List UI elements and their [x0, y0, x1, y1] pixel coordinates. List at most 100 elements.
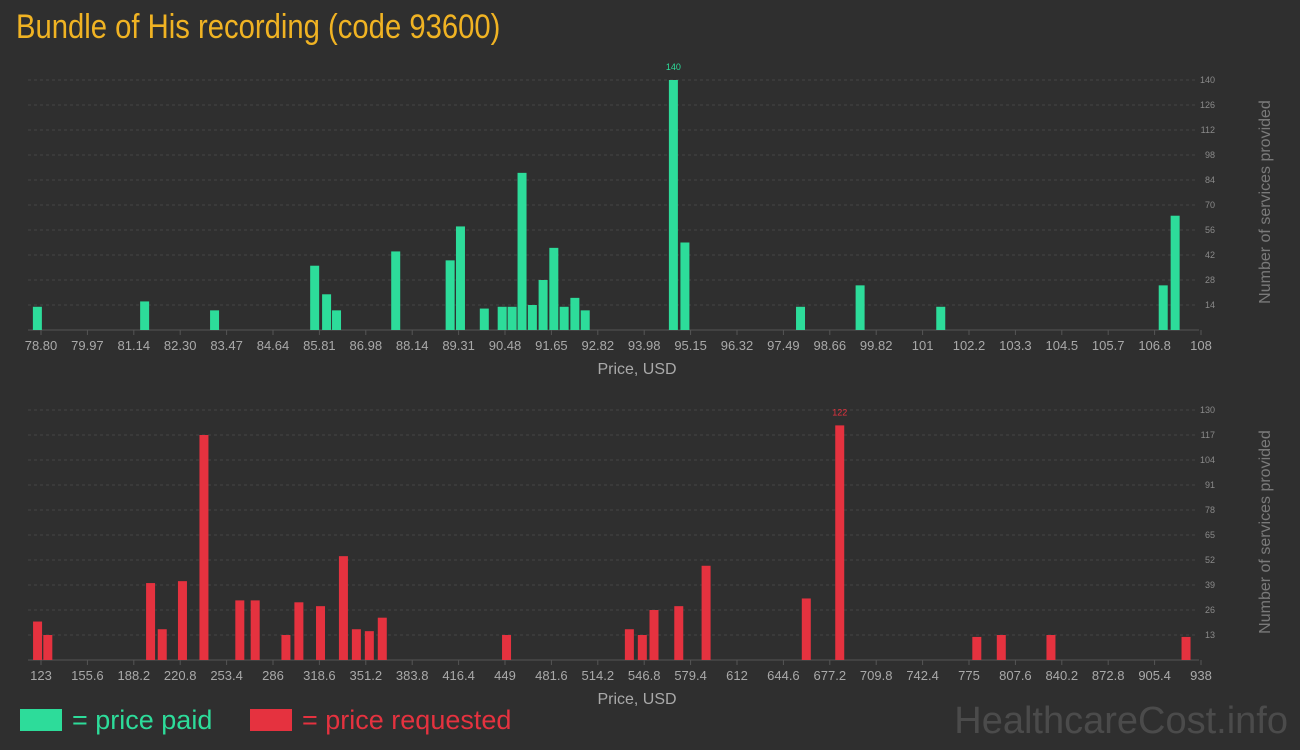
x-tick-label: 81.14 — [118, 338, 151, 353]
peak-value-label: 140 — [666, 62, 681, 72]
bar — [1170, 215, 1180, 330]
bar — [1046, 635, 1056, 660]
bar — [680, 242, 690, 330]
x-tick-label: 775 — [958, 668, 980, 683]
x-tick-label: 351.2 — [350, 668, 383, 683]
x-tick-label: 103.3 — [999, 338, 1032, 353]
x-tick-label: 286 — [262, 668, 284, 683]
bar — [1181, 636, 1191, 660]
x-tick-label: 579.4 — [674, 668, 707, 683]
bar — [637, 635, 647, 660]
watermark-logo: HealthcareCost.info — [954, 700, 1288, 742]
chart-price-paid: 14 28 42 56 70 84 98 112 126 140 78.80 79.97 81.14 82… — [25, 62, 1274, 378]
y-tick-label: 42 — [1205, 250, 1215, 260]
bar — [996, 635, 1006, 660]
x-tick-label: 840.2 — [1046, 668, 1079, 683]
x-tick-label: 123 — [30, 668, 52, 683]
y-tick-label: 14 — [1205, 300, 1215, 310]
legend-swatch-paid — [20, 709, 62, 731]
bar — [235, 600, 245, 660]
bar — [364, 631, 374, 660]
legend-price-paid: = price paid — [20, 703, 212, 737]
bar — [796, 306, 806, 330]
bar — [801, 598, 811, 660]
x-tick-label: 78.80 — [25, 338, 58, 353]
bar — [294, 602, 304, 660]
bar — [701, 565, 711, 660]
x-tick-label: 514.2 — [582, 668, 615, 683]
page-title: Bundle of His recording (code 93600) — [16, 8, 501, 46]
x-tick-label: 155.6 — [71, 668, 104, 683]
x-tick-label: 104.5 — [1046, 338, 1079, 353]
bar — [972, 636, 982, 660]
legend-requested-label: = price requested — [302, 704, 512, 735]
x-tick-label: 83.47 — [210, 338, 243, 353]
x-tick-label: 84.64 — [257, 338, 290, 353]
x-tick-label: 644.6 — [767, 668, 800, 683]
bar — [332, 310, 342, 330]
bar — [157, 629, 167, 660]
bar — [322, 294, 332, 330]
x-tick-label: 383.8 — [396, 668, 429, 683]
bar — [624, 629, 634, 660]
chart-price-requested: 13 26 39 52 65 78 91 104 117 130 123 155.6 188.2 220.… — [28, 405, 1274, 708]
bar — [674, 606, 684, 660]
bar — [250, 600, 260, 660]
x-tick-label: 253.4 — [210, 668, 243, 683]
bar — [351, 629, 361, 660]
bar — [936, 306, 946, 330]
peak-value-label: 122 — [832, 407, 847, 417]
y-axis-title: Number of services provided — [1257, 100, 1274, 304]
bar — [502, 635, 512, 660]
y-tick-label: 84 — [1205, 175, 1215, 185]
y-tick-label: 126 — [1200, 100, 1215, 110]
x-tick-label: 97.49 — [767, 338, 800, 353]
x-tick-label: 93.98 — [628, 338, 661, 353]
x-tick-label: 89.31 — [442, 338, 475, 353]
x-tick-label: 91.65 — [535, 338, 568, 353]
y-tick-label: 117 — [1201, 430, 1215, 440]
x-tick-label: 612 — [726, 668, 748, 683]
legend-swatch-requested — [250, 709, 292, 731]
y-tick-label: 98 — [1205, 150, 1215, 160]
bar — [668, 80, 678, 330]
bar — [445, 260, 455, 330]
y-tick-label: 104 — [1200, 455, 1215, 465]
y-tick-label: 140 — [1200, 75, 1215, 85]
x-tick-label: 96.32 — [721, 338, 754, 353]
bar — [835, 425, 845, 660]
bar — [210, 310, 220, 330]
bar — [177, 581, 187, 660]
x-tick-label: 102.2 — [953, 338, 986, 353]
x-tick-label: 546.8 — [628, 668, 661, 683]
bar — [316, 606, 326, 660]
y-tick-label: 65 — [1205, 530, 1215, 540]
bar — [538, 280, 548, 330]
bar — [377, 617, 387, 660]
x-tick-label: 709.8 — [860, 668, 893, 683]
x-tick-label: 188.2 — [118, 668, 151, 683]
x-tick-label: 106.8 — [1138, 338, 1171, 353]
bar — [549, 247, 559, 330]
bar — [281, 635, 291, 660]
x-tick-label: 90.48 — [489, 338, 522, 353]
x-tick-label: 99.82 — [860, 338, 893, 353]
bar — [855, 285, 865, 330]
bar — [32, 306, 42, 330]
bar — [391, 251, 401, 330]
x-tick-label: 481.6 — [535, 668, 568, 683]
bar — [146, 583, 156, 660]
x-tick-label: 105.7 — [1092, 338, 1125, 353]
y-tick-label: 26 — [1205, 605, 1215, 615]
x-axis-title: Price, USD — [597, 691, 676, 708]
y-tick-label: 112 — [1201, 125, 1215, 135]
x-tick-label: 92.82 — [582, 338, 615, 353]
bar — [199, 435, 209, 660]
bar — [479, 308, 489, 330]
bar — [507, 306, 517, 330]
bar — [559, 306, 569, 330]
x-tick-label: 85.81 — [303, 338, 336, 353]
x-tick-label: 449 — [494, 668, 516, 683]
bar — [517, 172, 527, 330]
